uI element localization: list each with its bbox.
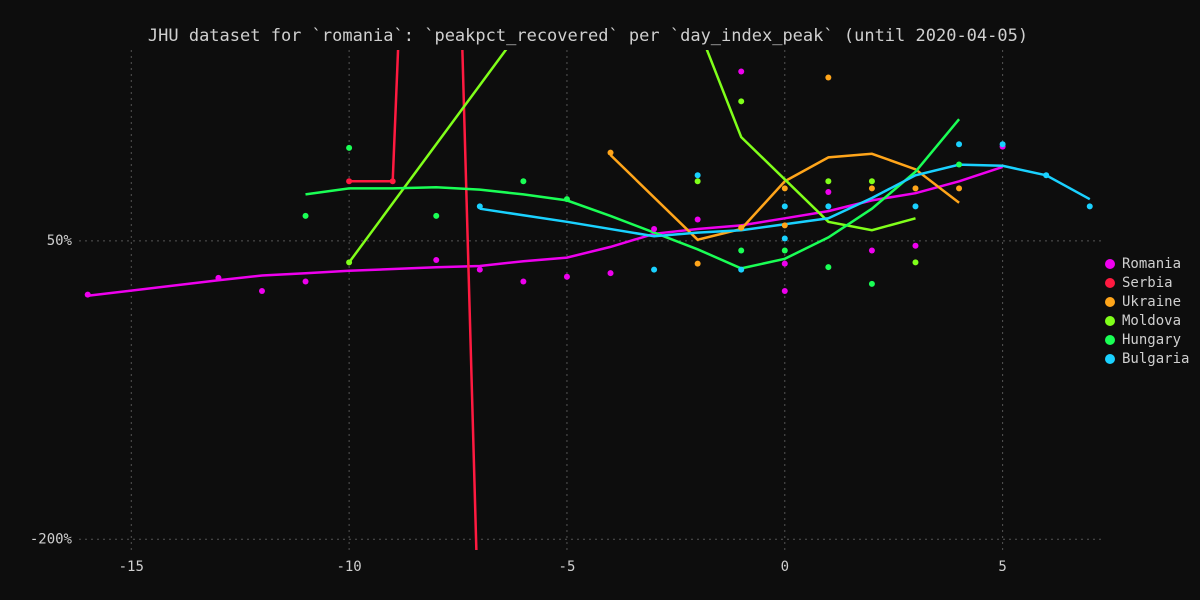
x-tick-label: -5 [559, 559, 576, 575]
legend-label: Hungary [1122, 332, 1181, 348]
data-point [781, 222, 788, 229]
data-point [346, 178, 353, 185]
series-line [305, 118, 961, 270]
data-point [956, 185, 963, 192]
legend-marker [1105, 335, 1115, 345]
legend-label: Serbia [1122, 275, 1173, 291]
data-point [476, 266, 483, 273]
data-point [825, 189, 832, 196]
legend-label: Ukraine [1122, 294, 1181, 310]
data-point [999, 141, 1006, 148]
x-tick-label: -10 [336, 559, 361, 575]
data-point [781, 247, 788, 254]
data-point [781, 185, 788, 192]
legend-marker [1105, 259, 1115, 269]
data-point [738, 68, 745, 75]
data-point [868, 280, 875, 287]
data-point [433, 212, 440, 219]
legend-label: Bulgaria [1122, 351, 1189, 367]
data-point [563, 273, 570, 280]
chart-title: JHU dataset for `romania`: `peakpct_reco… [148, 26, 1028, 46]
series-line [349, 50, 478, 550]
data-point [694, 260, 701, 267]
data-point [433, 257, 440, 264]
data-point [781, 235, 788, 242]
data-point [607, 149, 614, 156]
series-line [609, 152, 960, 242]
data-point [563, 196, 570, 203]
data-point [694, 216, 701, 223]
data-point [868, 247, 875, 254]
plot-area [84, 50, 1093, 550]
data-point [346, 144, 353, 151]
data-point [912, 203, 919, 210]
y-tick-label: -200% [30, 531, 73, 547]
data-point [607, 270, 614, 277]
legend-label: Moldova [1122, 313, 1181, 329]
data-point [912, 185, 919, 192]
data-point [825, 74, 832, 81]
data-point [868, 178, 875, 185]
data-point [738, 247, 745, 254]
data-point [651, 225, 658, 232]
data-point [825, 203, 832, 210]
data-point [389, 178, 396, 185]
y-tick-label: 50% [47, 233, 73, 249]
data-point [738, 266, 745, 273]
data-point [651, 266, 658, 273]
data-point [825, 178, 832, 185]
data-point [825, 264, 832, 271]
data-point [84, 291, 91, 298]
data-point [738, 98, 745, 105]
series-line [348, 50, 916, 264]
series-line [87, 165, 1003, 298]
data-point [868, 185, 875, 192]
data-point [346, 259, 353, 266]
data-point [302, 212, 309, 219]
legend-marker [1105, 316, 1115, 326]
data-point [738, 224, 745, 231]
data-point [1043, 172, 1050, 179]
data-point [476, 203, 483, 210]
series-line [479, 163, 1091, 238]
data-point [781, 288, 788, 295]
data-point [520, 178, 527, 185]
legend-marker [1105, 278, 1115, 288]
data-point [956, 141, 963, 148]
legend-marker [1105, 297, 1115, 307]
data-point [215, 274, 222, 281]
legend: Romania Serbia Ukraine Moldova Hungary Bulgar… [1105, 256, 1189, 367]
data-point [912, 259, 919, 266]
x-tick-label: 5 [998, 559, 1006, 575]
data-point [781, 260, 788, 267]
data-point [912, 242, 919, 249]
data-point [956, 161, 963, 168]
data-point [781, 203, 788, 210]
data-point [302, 278, 309, 285]
x-tick-label: 0 [781, 559, 789, 575]
data-point [694, 178, 701, 185]
legend-label: Romania [1122, 256, 1181, 272]
legend-marker [1105, 354, 1115, 364]
data-point [694, 172, 701, 179]
data-point [520, 278, 527, 285]
x-tick-label: -15 [119, 559, 144, 575]
data-point [258, 288, 265, 295]
data-point [1086, 203, 1093, 210]
